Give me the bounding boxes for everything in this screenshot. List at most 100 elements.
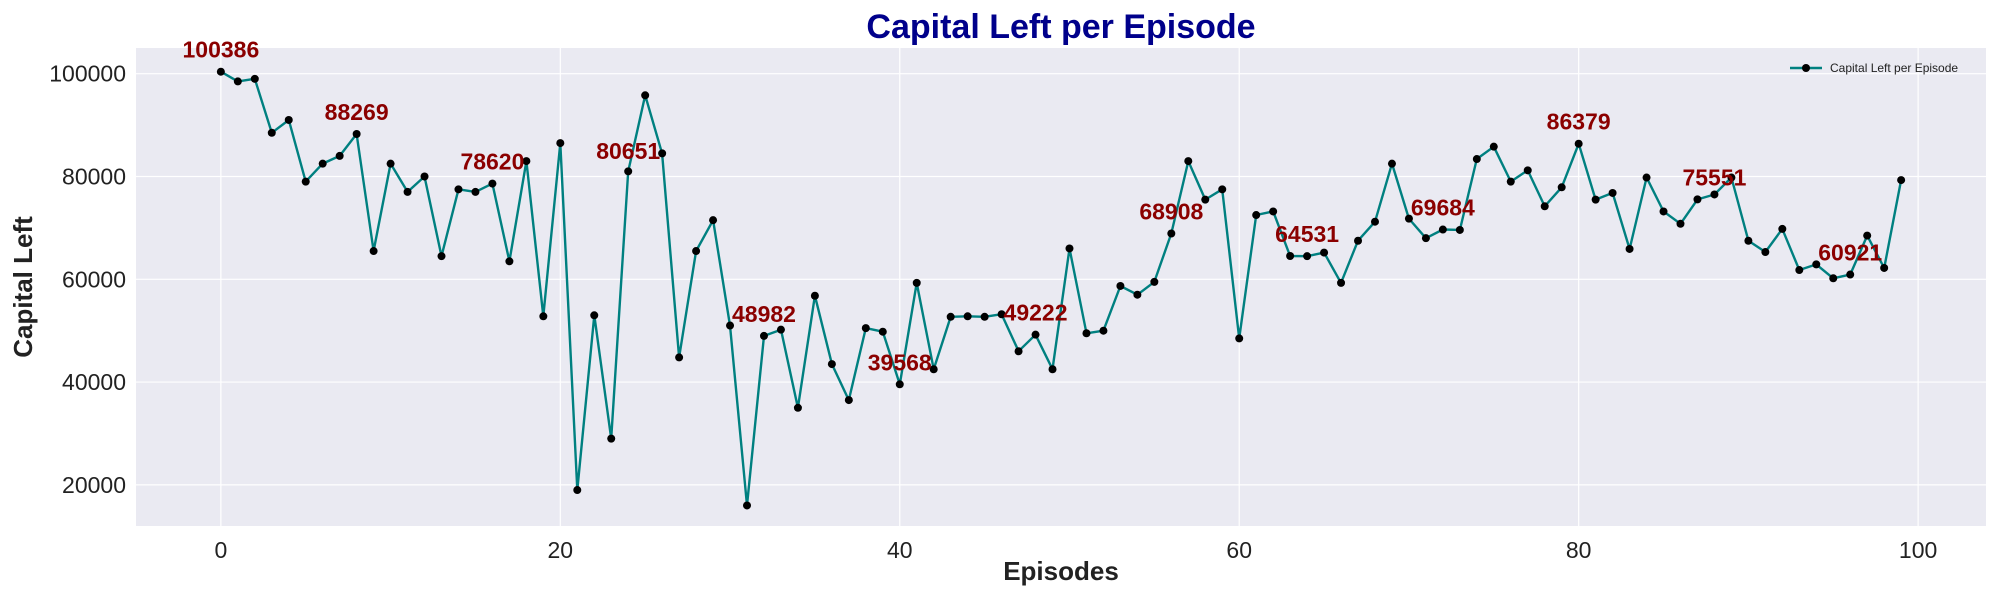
data-point — [1880, 263, 1889, 272]
data-point — [1506, 177, 1515, 186]
data-label: 75551 — [1682, 164, 1746, 190]
x-tick-label: 80 — [1566, 537, 1592, 563]
data-point — [1201, 195, 1210, 204]
y-tick-label: 100000 — [49, 61, 126, 87]
data-point — [759, 331, 768, 340]
data-point — [539, 312, 548, 321]
data-point — [1778, 224, 1787, 233]
data-point — [1031, 330, 1040, 339]
data-label: 100386 — [182, 37, 259, 63]
data-point — [1608, 188, 1617, 197]
data-point — [1082, 329, 1091, 338]
data-point — [929, 365, 938, 374]
data-label: 60921 — [1818, 240, 1882, 266]
data-point — [352, 129, 361, 138]
data-point — [1218, 185, 1227, 194]
data-point — [1048, 365, 1057, 374]
data-point — [793, 403, 802, 412]
x-axis-label: Episodes — [1003, 556, 1119, 586]
data-point — [963, 312, 972, 321]
data-point — [1846, 270, 1855, 279]
y-axis: 20000 40000 60000 80000 100000 — [49, 61, 126, 498]
data-point — [437, 252, 446, 261]
data-point — [776, 325, 785, 334]
chart-title: Capital Left per Episode — [866, 8, 1255, 46]
data-label: 39568 — [868, 349, 932, 375]
data-point — [658, 149, 667, 158]
data-point — [1625, 244, 1634, 253]
data-point — [522, 157, 531, 166]
data-point — [878, 327, 887, 336]
data-point — [1761, 248, 1770, 257]
data-point — [1133, 290, 1142, 299]
data-label: 86379 — [1547, 109, 1611, 135]
data-point — [1659, 207, 1668, 216]
data-label: 88269 — [325, 99, 389, 125]
legend-marker-swatch — [1802, 64, 1810, 72]
data-point — [505, 257, 514, 266]
y-tick-label: 20000 — [62, 472, 126, 498]
data-point — [709, 216, 718, 225]
y-tick-label: 40000 — [62, 369, 126, 395]
data-label: 48982 — [732, 301, 796, 327]
data-point — [590, 311, 599, 320]
grid — [136, 48, 1986, 526]
data-point — [1710, 190, 1719, 199]
data-point — [912, 278, 921, 287]
data-point — [692, 247, 701, 256]
data-point — [1455, 225, 1464, 234]
data-point — [1404, 214, 1413, 223]
x-tick-label: 40 — [887, 537, 913, 563]
data-point — [1235, 334, 1244, 343]
data-point — [403, 187, 412, 196]
data-point — [1540, 202, 1549, 211]
data-point — [946, 312, 955, 321]
data-label: 69684 — [1411, 195, 1475, 221]
x-axis: 0 20 40 60 80 100 — [214, 537, 1937, 563]
data-point — [1099, 326, 1108, 335]
data-point — [267, 128, 276, 137]
data-point — [1320, 248, 1329, 257]
x-tick-label: 100 — [1899, 537, 1937, 563]
data-point — [810, 291, 819, 300]
data-label: 68908 — [1139, 199, 1203, 225]
data-point — [895, 380, 904, 389]
data-point — [1472, 155, 1481, 164]
data-point — [488, 179, 497, 188]
data-point — [318, 159, 327, 168]
data-point — [284, 115, 293, 124]
data-point — [675, 353, 684, 362]
data-point — [420, 172, 429, 181]
data-label: 80651 — [596, 138, 660, 164]
data-point — [233, 77, 242, 86]
data-point — [454, 185, 463, 194]
data-point — [573, 486, 582, 495]
data-point — [827, 360, 836, 369]
data-point — [301, 177, 310, 186]
data-point — [743, 501, 752, 510]
data-point — [1286, 252, 1295, 261]
data-point — [1744, 236, 1753, 245]
data-point — [471, 187, 480, 196]
data-point — [1727, 173, 1736, 182]
data-point — [861, 324, 870, 333]
plot-area — [136, 48, 1986, 526]
data-point — [1354, 236, 1363, 245]
data-point — [1795, 266, 1804, 275]
data-point — [1897, 176, 1906, 185]
data-point — [1693, 195, 1702, 204]
data-point — [641, 91, 650, 100]
data-point — [607, 434, 616, 443]
series-line — [220, 70, 1903, 507]
x-tick-label: 60 — [1226, 537, 1252, 563]
data-point — [1642, 173, 1651, 182]
data-point — [1387, 159, 1396, 168]
data-point — [1591, 195, 1600, 204]
data-point — [369, 247, 378, 256]
data-point — [1269, 207, 1278, 216]
data-point — [1116, 281, 1125, 290]
y-tick-label: 80000 — [62, 163, 126, 189]
data-point — [1167, 229, 1176, 238]
data-point — [1370, 217, 1379, 226]
